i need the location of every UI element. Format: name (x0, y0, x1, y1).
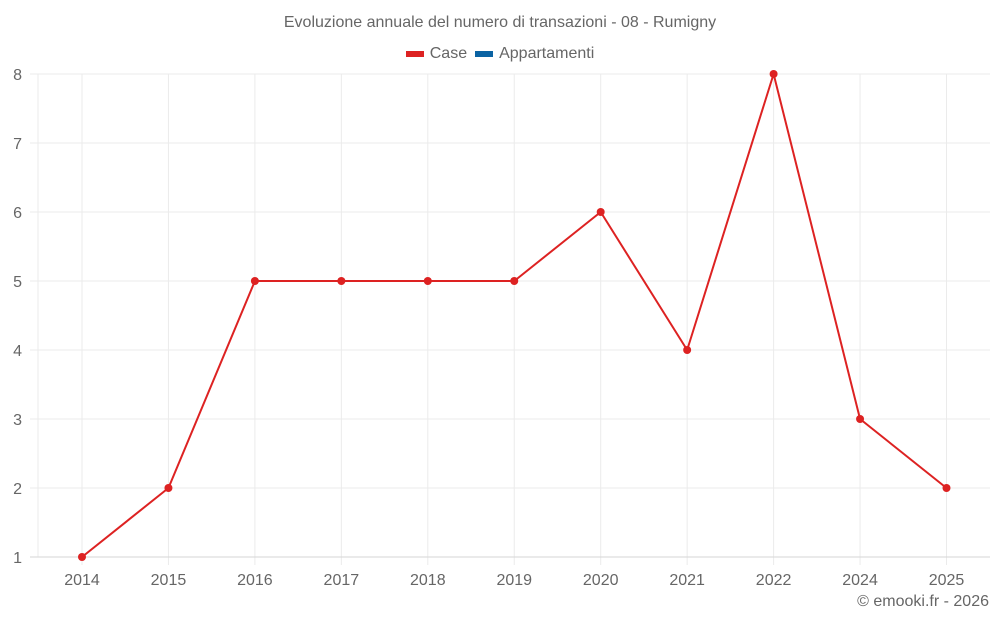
y-tick-label: 7 (13, 136, 22, 153)
x-tick-label: 2018 (410, 572, 446, 589)
data-point (337, 277, 346, 285)
chart-title: Evoluzione annuale del numero di transaz… (283, 14, 717, 31)
copyright-footer: © emooki.fr - 2026 (857, 593, 989, 610)
y-tick-label: 4 (13, 343, 22, 360)
data-point (596, 208, 605, 216)
x-tick-label: 2016 (237, 572, 273, 589)
data-point (683, 346, 692, 354)
x-tick-label: 2015 (151, 572, 187, 589)
x-tick-label: 2024 (842, 572, 878, 589)
legend-item-appartamenti[interactable]: Appartamenti (475, 45, 594, 63)
data-point (250, 277, 259, 285)
x-tick-label: 2022 (756, 572, 792, 589)
data-point (164, 484, 173, 492)
y-tick-label: 8 (13, 67, 22, 84)
legend-item-case[interactable]: Case (405, 45, 468, 63)
x-axis: 2014 2015 2016 2017 2018 2019 2020 2021 2022 2024… (30, 556, 990, 589)
legend-label-appartamenti: Appartamenti (499, 45, 595, 62)
legend-swatch-case (405, 51, 424, 57)
y-tick-label: 2 (13, 481, 22, 498)
x-tick-label: 2019 (496, 572, 532, 589)
legend-swatch-appartamenti (475, 51, 494, 57)
x-tick-label: 2017 (324, 572, 360, 589)
data-point (510, 277, 519, 285)
data-point (856, 415, 865, 423)
y-tick-label: 5 (13, 274, 22, 291)
data-point (78, 553, 86, 561)
x-tick-label: 2020 (583, 572, 619, 589)
series-case (78, 70, 951, 561)
legend-label-case: Case (429, 45, 468, 62)
x-tick-label: 2014 (64, 572, 100, 589)
y-tick-label: 6 (13, 205, 22, 222)
data-point (942, 484, 951, 492)
y-tick-label: 3 (13, 412, 22, 429)
x-tick-label: 2025 (929, 572, 965, 589)
data-point (769, 70, 778, 78)
y-tick-label: 1 (13, 550, 22, 567)
legend: Case Appartamenti (0, 45, 1000, 63)
y-axis: 1 2 3 4 5 6 7 8 (13, 67, 22, 567)
data-point (423, 277, 432, 285)
x-tick-label: 2021 (669, 572, 705, 589)
grid-lines (30, 73, 990, 565)
